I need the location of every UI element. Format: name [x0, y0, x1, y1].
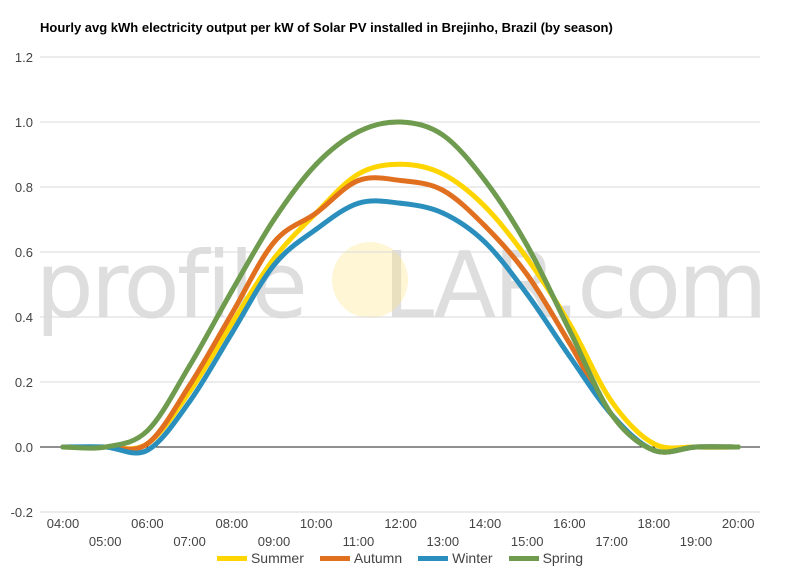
x-tick-label: 18:00 [638, 516, 671, 531]
data-point-summer [229, 321, 235, 326]
data-point-spring [102, 444, 108, 450]
data-point-winter [313, 226, 319, 232]
legend-swatch [508, 555, 539, 561]
data-point-winter [271, 262, 277, 268]
legend-item-autumn[interactable]: Autumn [319, 549, 403, 567]
legend-label: Winter [452, 550, 493, 566]
y-tick-label: -0.2 [11, 505, 33, 520]
data-point-winter [440, 210, 446, 216]
x-tick-label: 07:00 [173, 534, 206, 549]
data-point-spring [60, 444, 66, 450]
gridlines [40, 56, 760, 513]
y-tick-label: 1.0 [15, 115, 33, 130]
data-point-spring [693, 444, 699, 450]
data-point-winter [144, 447, 150, 453]
series-line-spring [60, 119, 741, 455]
x-tick-label: 06:00 [131, 516, 164, 531]
chart-title: Hourly avg kWh electricity output per kW… [40, 20, 613, 35]
legend-item-winter[interactable]: Winter [418, 549, 493, 567]
data-point-spring [440, 132, 446, 138]
data-point-autumn [355, 178, 361, 183]
legend-label: Spring [542, 550, 584, 566]
x-tick-label: 20:00 [722, 516, 755, 531]
data-point-spring [566, 327, 572, 333]
data-point-autumn [398, 178, 404, 183]
data-point-spring [609, 412, 615, 417]
data-point-spring [144, 428, 150, 434]
y-tick-label: 1.2 [15, 50, 33, 65]
legend-item-spring[interactable]: Spring [508, 549, 584, 567]
legend-label: Autumn [353, 550, 403, 566]
x-tick-label: 14:00 [469, 516, 502, 531]
data-point-winter [566, 353, 572, 359]
data-point-winter [482, 239, 488, 245]
x-tick-label: 15:00 [511, 534, 544, 549]
data-point-spring [735, 444, 741, 450]
legend: Summer Autumn Winter Spring [0, 549, 800, 567]
data-point-autumn [566, 340, 572, 346]
data-point-autumn [187, 382, 193, 388]
data-point-winter [524, 291, 530, 297]
y-tick-label: 0.2 [15, 375, 33, 390]
data-point-autumn [271, 239, 277, 245]
y-tick-label: 0.8 [15, 180, 33, 195]
x-tick-label: 09:00 [258, 534, 291, 549]
data-point-autumn [313, 210, 319, 216]
data-point-spring [355, 129, 361, 135]
y-tick-label: 0.4 [15, 310, 33, 325]
watermark-sun-icon [332, 242, 408, 318]
data-point-autumn [440, 187, 446, 193]
data-point-spring [651, 447, 657, 453]
data-point-autumn [144, 441, 150, 447]
data-point-winter [355, 200, 361, 206]
data-point-summer [398, 161, 404, 167]
data-point-autumn [524, 272, 530, 278]
x-tick-label: 04:00 [47, 516, 80, 531]
data-point-autumn [482, 223, 488, 229]
data-point-spring [398, 119, 404, 125]
x-tick-label: 16:00 [553, 516, 586, 531]
data-point-summer [609, 399, 615, 404]
x-tick-label: 12:00 [384, 516, 417, 531]
data-point-spring [482, 178, 488, 183]
data-point-summer [355, 171, 361, 177]
series-line-winter [60, 198, 741, 456]
data-point-spring [187, 363, 193, 369]
x-tick-label: 11:00 [343, 534, 375, 549]
data-point-winter [398, 200, 404, 206]
x-axis-ticks: 04:00 05:00 06:00 07:00 08:00 09:00 10:00 11:00… [47, 516, 755, 549]
data-point-spring [271, 217, 277, 222]
data-point-spring [524, 243, 530, 248]
legend-label: Summer [250, 550, 304, 566]
legend-item-summer[interactable]: Summer [216, 549, 304, 567]
y-tick-label: 0.6 [15, 245, 33, 260]
y-tick-label: 0.0 [15, 440, 33, 455]
data-point-winter [187, 399, 193, 404]
series-lines [60, 119, 741, 456]
x-tick-label: 13:00 [427, 534, 460, 549]
legend-swatch [319, 555, 350, 561]
x-tick-label: 05:00 [89, 534, 122, 549]
data-point-summer [651, 441, 657, 447]
x-tick-label: 08:00 [216, 516, 249, 531]
y-axis-ticks: 1.2 1.0 0.8 0.6 0.4 0.2 0.0 -0.2 [11, 50, 33, 520]
data-point-summer [440, 171, 446, 177]
x-tick-label: 19:00 [680, 534, 713, 549]
data-point-winter [229, 330, 235, 336]
data-point-summer [524, 256, 530, 261]
legend-swatch [418, 555, 449, 561]
data-point-spring [313, 161, 319, 167]
watermark-right: LAR.com [382, 232, 768, 339]
data-point-summer [482, 204, 488, 209]
x-tick-label: 17:00 [595, 534, 628, 549]
data-point-autumn [229, 311, 235, 317]
data-point-spring [229, 288, 235, 294]
x-tick-label: 10:00 [300, 516, 333, 531]
legend-swatch [216, 555, 247, 561]
